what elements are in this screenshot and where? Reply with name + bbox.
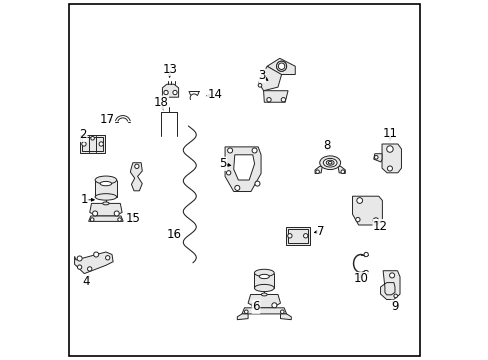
Polygon shape: [380, 271, 399, 300]
Circle shape: [258, 84, 261, 87]
Text: 14: 14: [207, 88, 222, 101]
Polygon shape: [280, 314, 291, 320]
Text: 5: 5: [219, 157, 226, 170]
Polygon shape: [242, 308, 286, 314]
Ellipse shape: [254, 269, 274, 276]
Circle shape: [92, 211, 98, 216]
Polygon shape: [162, 84, 178, 97]
Text: 2: 2: [80, 129, 87, 141]
Polygon shape: [263, 91, 287, 102]
Ellipse shape: [325, 160, 333, 165]
Polygon shape: [89, 203, 122, 216]
Ellipse shape: [259, 274, 269, 279]
Circle shape: [251, 303, 256, 308]
Ellipse shape: [102, 202, 109, 205]
Text: 4: 4: [82, 275, 90, 288]
Text: 3: 3: [258, 69, 265, 82]
Circle shape: [227, 148, 232, 153]
Text: 18: 18: [153, 96, 168, 109]
Circle shape: [77, 256, 82, 261]
Text: 11: 11: [382, 127, 397, 140]
Text: 7: 7: [316, 225, 324, 238]
Circle shape: [355, 217, 359, 222]
Circle shape: [244, 310, 247, 314]
Circle shape: [77, 265, 81, 269]
Ellipse shape: [254, 284, 274, 292]
Circle shape: [363, 252, 367, 257]
Polygon shape: [95, 180, 117, 197]
Ellipse shape: [328, 161, 331, 164]
Ellipse shape: [319, 156, 340, 170]
Text: 6: 6: [252, 300, 259, 313]
Circle shape: [280, 310, 284, 314]
Circle shape: [393, 294, 397, 298]
Polygon shape: [285, 227, 309, 245]
Text: 1: 1: [81, 193, 88, 206]
Circle shape: [266, 98, 270, 102]
Circle shape: [91, 136, 94, 140]
Circle shape: [94, 252, 99, 257]
Ellipse shape: [95, 194, 117, 200]
Circle shape: [271, 303, 276, 308]
Circle shape: [363, 270, 367, 275]
Polygon shape: [266, 58, 295, 75]
Circle shape: [163, 90, 168, 95]
Text: 12: 12: [372, 220, 387, 233]
Circle shape: [251, 148, 257, 153]
Circle shape: [303, 234, 307, 238]
Polygon shape: [75, 252, 113, 274]
Ellipse shape: [276, 61, 286, 71]
Polygon shape: [88, 216, 123, 221]
Polygon shape: [373, 154, 381, 162]
Text: 8: 8: [322, 139, 329, 152]
Circle shape: [372, 218, 378, 224]
Polygon shape: [381, 144, 401, 173]
Circle shape: [389, 273, 394, 278]
Circle shape: [281, 98, 285, 102]
Text: 15: 15: [125, 212, 140, 225]
Polygon shape: [314, 166, 322, 174]
Circle shape: [234, 185, 239, 190]
Text: 13: 13: [162, 63, 177, 76]
Text: 10: 10: [353, 273, 368, 285]
Polygon shape: [224, 147, 261, 192]
Circle shape: [374, 156, 377, 159]
Circle shape: [81, 142, 86, 146]
Circle shape: [226, 171, 230, 175]
Circle shape: [87, 267, 92, 271]
Text: 17: 17: [99, 113, 114, 126]
Polygon shape: [80, 135, 104, 153]
Ellipse shape: [95, 176, 117, 184]
Circle shape: [254, 181, 260, 186]
Circle shape: [99, 142, 103, 146]
Polygon shape: [237, 314, 247, 320]
Text: 16: 16: [166, 228, 182, 241]
Circle shape: [386, 166, 392, 171]
Circle shape: [287, 234, 291, 238]
Circle shape: [315, 170, 319, 174]
Circle shape: [90, 218, 94, 221]
Circle shape: [276, 61, 286, 71]
Text: 9: 9: [390, 300, 398, 313]
Circle shape: [118, 218, 121, 221]
Polygon shape: [254, 273, 274, 288]
Polygon shape: [337, 166, 345, 174]
Polygon shape: [352, 196, 382, 225]
Circle shape: [340, 170, 344, 174]
Ellipse shape: [323, 158, 336, 167]
Circle shape: [134, 164, 139, 168]
Circle shape: [105, 256, 110, 260]
Ellipse shape: [100, 181, 111, 186]
Circle shape: [386, 146, 392, 152]
Circle shape: [172, 90, 177, 95]
Polygon shape: [247, 294, 280, 308]
Polygon shape: [233, 155, 254, 180]
Ellipse shape: [261, 293, 266, 296]
Circle shape: [356, 198, 362, 203]
Polygon shape: [130, 163, 142, 191]
Circle shape: [114, 211, 119, 216]
Ellipse shape: [278, 63, 284, 69]
Polygon shape: [258, 66, 281, 91]
